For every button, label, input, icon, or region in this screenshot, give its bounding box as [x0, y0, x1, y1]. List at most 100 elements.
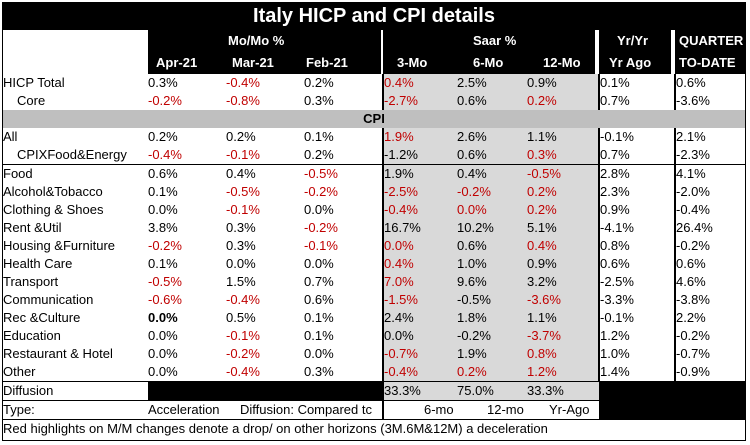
- yryr-header: Yr/Yr Yr Ago: [599, 30, 671, 74]
- row-label: Clothing & Shoes: [3, 202, 104, 217]
- value-cell: 0.6%: [457, 146, 527, 165]
- row-label: Other: [3, 364, 36, 379]
- type-horizon: 12-mo: [457, 400, 527, 420]
- value-cell: 4.1%: [674, 164, 745, 183]
- momo-label: Mo/Mo %: [228, 33, 285, 48]
- column-header: Mo/Mo % Apr-21 Mar-21 Feb-21 Saar % 3-Mo…: [3, 30, 745, 74]
- value-cell: 0.0%: [304, 346, 334, 361]
- value-cell: 0.4%: [382, 74, 457, 92]
- value-cell: -0.2%: [457, 183, 527, 201]
- value-cell: 0.0%: [148, 364, 178, 379]
- value-cell: 2.8%: [598, 164, 675, 183]
- blank-block: [599, 400, 745, 420]
- row-label: All: [3, 129, 18, 144]
- momo-header: Mo/Mo % Apr-21 Mar-21 Feb-21: [148, 30, 381, 74]
- value-cell: 0.4%: [226, 164, 304, 183]
- row-label: Food: [3, 164, 148, 183]
- table-row: All 0.2% 0.2% 0.1% 1.9% 2.6% 1.1% -0.1% 2.1%: [3, 128, 745, 146]
- value-cell: 0.9%: [527, 255, 599, 273]
- row-label: Education: [3, 328, 61, 343]
- value-cell: 1.0%: [598, 345, 675, 363]
- value-cell: 2.2%: [674, 309, 745, 327]
- value-cell: 0.6%: [598, 255, 675, 273]
- value-cell: 0.9%: [527, 74, 599, 92]
- value-cell: 0.1%: [148, 256, 178, 271]
- value-cell: 3.8%: [148, 220, 178, 235]
- value-cell: 0.0%: [457, 201, 527, 219]
- quarter-label: QUARTER: [679, 33, 744, 48]
- value-cell: 0.2%: [457, 363, 527, 382]
- value-cell: 7.0%: [382, 273, 457, 291]
- value-cell: -2.5%: [382, 183, 457, 201]
- saar-header: Saar % 3-Mo 6-Mo 12-Mo: [383, 30, 595, 74]
- horizon-label: 3-Mo: [397, 55, 428, 70]
- diffusion-row: Diffusion 33.3% 75.0% 33.3%: [3, 381, 745, 401]
- row-label: HICP Total: [3, 75, 65, 90]
- value-cell: 0.6%: [304, 292, 334, 307]
- value-cell: 9.6%: [457, 273, 527, 291]
- value-cell: 0.1%: [148, 184, 178, 199]
- horizon-label: 12-Mo: [543, 55, 581, 70]
- value-cell: -0.4%: [382, 201, 457, 219]
- value-cell: -0.4%: [382, 363, 457, 382]
- value-cell: -0.2%: [148, 93, 182, 108]
- value-cell: 0.0%: [382, 327, 457, 345]
- value-cell: -0.2%: [226, 346, 260, 361]
- blank-block: [599, 381, 745, 401]
- value-cell: 0.6%: [457, 237, 527, 255]
- cpi-section-row: CPI: [3, 110, 745, 128]
- value-cell: 0.0%: [382, 237, 457, 255]
- blank-block: [148, 381, 383, 401]
- value-cell: 0.0%: [148, 346, 178, 361]
- value-cell: 3.2%: [527, 273, 599, 291]
- value-cell: 0.0%: [226, 256, 256, 271]
- value-cell: -0.5%: [457, 291, 527, 309]
- row-label: CPIXFood&Energy: [17, 147, 127, 162]
- value-cell: 0.6%: [148, 164, 226, 183]
- value-cell: 1.4%: [598, 363, 675, 382]
- value-cell: -3.7%: [527, 327, 599, 345]
- table-row: Communication -0.6% -0.4% 0.6% -1.5% -0.5% -3.…: [3, 291, 745, 309]
- value-cell: 1.2%: [527, 363, 599, 382]
- month-label: Apr-21: [156, 55, 198, 70]
- value-cell: 0.2%: [304, 75, 334, 90]
- value-cell: 4.6%: [674, 273, 745, 291]
- value-cell: 0.5%: [226, 310, 256, 325]
- value-cell: -0.7%: [382, 345, 457, 363]
- row-label: Communication: [3, 292, 94, 307]
- value-cell: 0.0%: [304, 256, 334, 271]
- row-label: Restaurant & Hotel: [3, 346, 113, 361]
- value-cell: -0.2%: [304, 184, 338, 199]
- value-cell: 1.9%: [457, 345, 527, 363]
- yr-ago-label: Yr Ago: [609, 55, 652, 70]
- value-cell: 0.4%: [457, 164, 527, 183]
- value-cell: -0.1%: [226, 328, 260, 343]
- value-cell: 0.8%: [598, 237, 675, 255]
- table-row: Education 0.0% -0.1% 0.1% 0.0% -0.2% -3.7% 1.2%…: [3, 327, 745, 345]
- yryr-label: Yr/Yr: [617, 33, 649, 48]
- value-cell: 0.7%: [598, 92, 675, 110]
- value-cell: 0.2%: [148, 129, 178, 144]
- table-row: CPIXFood&Energy -0.4% -0.1% 0.2% -1.2% 0.6% 0.…: [3, 146, 745, 165]
- table-row: Rent &Util 3.8% 0.3% -0.2% 16.7% 10.2% 5.1% -4.…: [3, 219, 745, 237]
- saar-label: Saar %: [473, 33, 517, 48]
- value-cell: 0.2%: [527, 183, 599, 201]
- value-cell: 1.8%: [457, 309, 527, 327]
- value-cell: 0.7%: [598, 146, 675, 165]
- value-cell: -3.6%: [527, 291, 599, 309]
- value-cell: 2.4%: [382, 309, 457, 327]
- quarter-header: QUARTER TO-DATE: [675, 30, 745, 74]
- value-cell: 0.6%: [674, 74, 745, 92]
- value-cell: -0.9%: [674, 363, 745, 382]
- value-cell: 0.2%: [226, 129, 256, 144]
- cpi-section-label: CPI: [3, 110, 745, 128]
- value-cell: -0.5%: [304, 164, 383, 183]
- table-row: Clothing & Shoes 0.0% -0.1% 0.0% -0.4% 0.0% 0.…: [3, 201, 745, 219]
- row-label: Alcohol&Tobacco: [3, 184, 103, 199]
- value-cell: -1.5%: [382, 291, 457, 309]
- value-cell: 16.7%: [382, 219, 457, 237]
- value-cell: 1.2%: [598, 327, 675, 345]
- value-cell: 0.4%: [382, 255, 457, 273]
- value-cell: 0.1%: [304, 310, 334, 325]
- value-cell: -0.8%: [226, 93, 260, 108]
